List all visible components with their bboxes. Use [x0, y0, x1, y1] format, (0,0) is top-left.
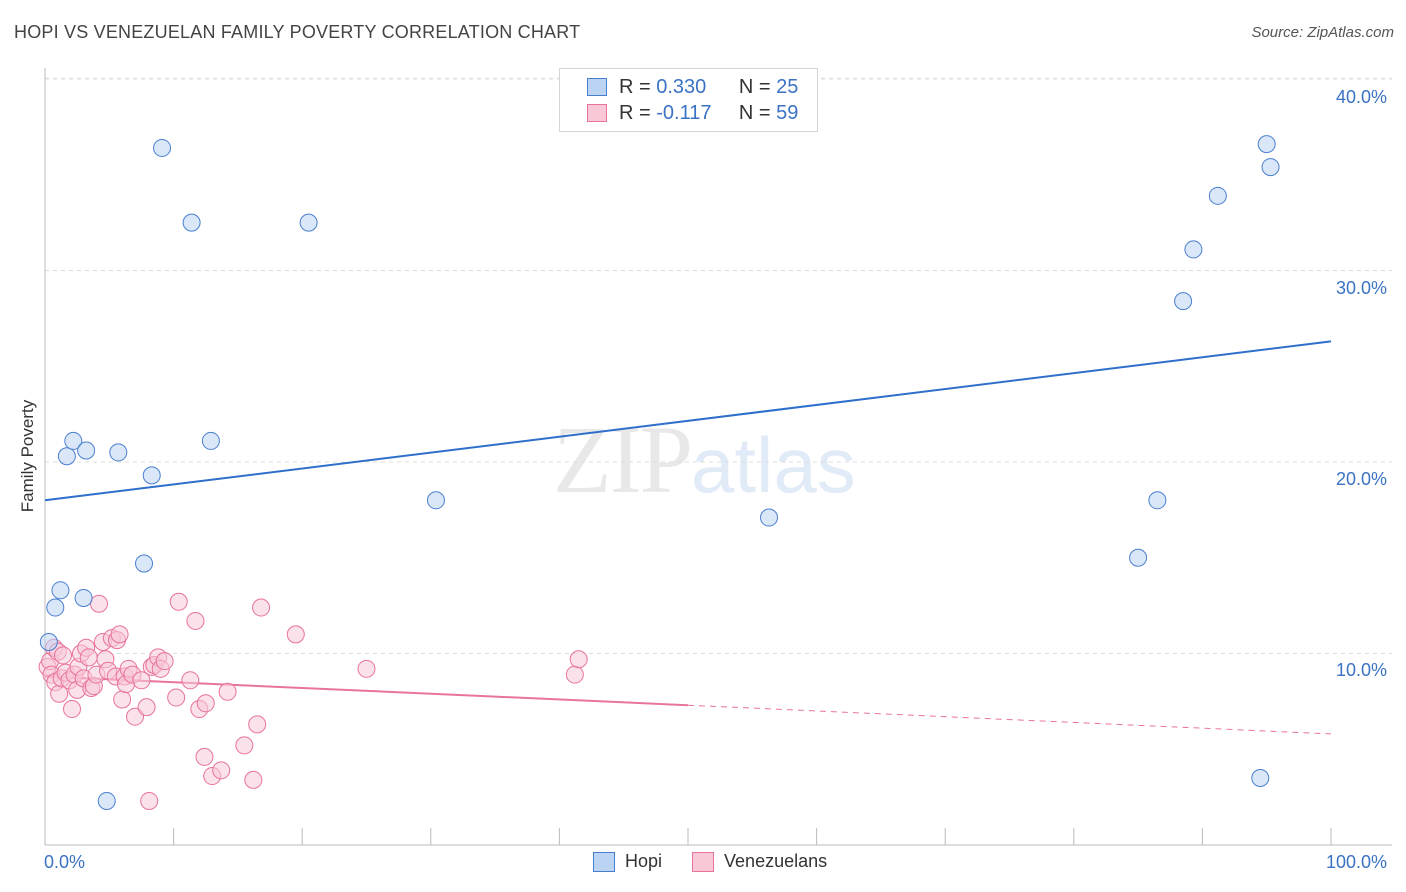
y-tick-label-40: 40.0% [1336, 87, 1388, 107]
venezuelans-swatch [587, 104, 607, 122]
venezuelans-point-49 [196, 694, 215, 713]
legend-item-hopi[interactable]: Hopi [593, 851, 662, 872]
x-tick-label-min: 0.0% [44, 852, 86, 872]
venezuelans-point-59 [357, 659, 376, 678]
venezuelans-point-58 [286, 625, 305, 644]
legend-hopi-swatch [593, 851, 615, 872]
hopi-point-1 [46, 598, 65, 617]
hopi-point-4 [64, 431, 83, 450]
venezuelans-n-value: 59 [776, 101, 799, 124]
venezuelans-point-43 [155, 652, 174, 671]
venezuelans-point-30 [113, 690, 132, 709]
venezuelans-point-50 [195, 747, 214, 766]
venezuelans-point-45 [167, 688, 186, 707]
hopi-point-3 [57, 447, 76, 466]
hopi-point-6 [77, 441, 96, 460]
venezuelans-n-label: N = [738, 101, 771, 124]
chart-title: HOPI VS VENEZUELAN FAMILY POVERTY CORREL… [14, 22, 581, 42]
venezuelans-point-29 [110, 625, 129, 644]
stats-legend-row-hopi: R = 0.330 N = 25 [560, 74, 798, 100]
hopi-point-17 [1129, 548, 1148, 567]
chart-source: Source: ZipAtlas.com [1251, 24, 1394, 41]
venezuelans-point-22 [90, 594, 109, 613]
venezuelans-point-35 [126, 707, 145, 726]
hopi-point-15 [426, 491, 445, 510]
hopi-point-21 [1208, 186, 1227, 205]
venezuelans-point-37 [137, 698, 156, 717]
x-tick-label-max: 100.0% [1326, 852, 1388, 872]
venezuelans-trend-line [44, 675, 689, 707]
venezuelans-point-47 [186, 611, 205, 630]
venezuelans-point-53 [218, 682, 237, 701]
stats-legend-row-venezuelans: R = -0.117 N = 59 [560, 100, 798, 126]
hopi-point-2 [51, 581, 70, 600]
legend-venezuelans-label: Venezuelans [724, 851, 828, 871]
y-tick-label-10: 10.0% [1336, 660, 1388, 680]
hopi-r-label: R = [619, 75, 651, 98]
venezuelans-point-57 [252, 598, 271, 617]
y-tick-label-30: 30.0% [1336, 278, 1388, 298]
venezuelans-point-56 [248, 715, 267, 734]
hopi-point-13 [201, 431, 220, 450]
venezuelans-point-11 [63, 700, 82, 719]
venezuelans-point-36 [132, 671, 151, 690]
stats-legend: R = 0.330 N = 25 R = -0.117 N = 59 [559, 68, 818, 132]
hopi-point-19 [1174, 292, 1193, 311]
y-tick-label-20: 20.0% [1336, 469, 1388, 489]
hopi-point-10 [142, 466, 161, 485]
hopi-swatch [587, 78, 607, 96]
hopi-point-8 [109, 443, 128, 462]
hopi-trend-line [44, 340, 1332, 502]
legend-venezuelans-swatch [692, 851, 715, 872]
hopi-n-value: 25 [776, 75, 799, 98]
hopi-point-9 [135, 554, 154, 573]
venezuelans-point-55 [244, 770, 263, 789]
venezuelans-point-38 [140, 791, 159, 810]
venezuelans-point-54 [235, 736, 254, 755]
hopi-point-0 [39, 633, 58, 652]
legend-item-venezuelans[interactable]: Venezuelans [692, 851, 827, 872]
hopi-point-11 [153, 138, 172, 157]
venezuelans-point-46 [181, 671, 200, 690]
venezuelans-point-60 [565, 665, 584, 684]
venezuelans-point-44 [169, 592, 188, 611]
hopi-point-24 [1261, 158, 1280, 177]
hopi-point-14 [299, 213, 318, 232]
watermark-atlas: atlas [691, 421, 856, 509]
venezuelans-trend-extension [687, 704, 1332, 735]
venezuelans-point-8 [54, 646, 73, 665]
hopi-point-20 [1184, 240, 1203, 259]
hopi-point-22 [1251, 768, 1270, 787]
hopi-point-12 [182, 213, 201, 232]
hopi-point-7 [97, 791, 116, 810]
venezuelans-point-18 [79, 648, 98, 667]
legend-hopi-label: Hopi [625, 851, 663, 871]
hopi-point-23 [1257, 135, 1276, 154]
hopi-r-value: 0.330 [656, 75, 707, 98]
hopi-point-16 [760, 508, 779, 527]
venezuelans-point-61 [569, 650, 588, 669]
venezuelans-r-value: -0.117 [656, 101, 712, 124]
hopi-point-5 [74, 588, 93, 607]
series-legend: Hopi Venezuelans [593, 851, 857, 872]
venezuelans-point-52 [212, 761, 231, 780]
venezuelans-r-label: R = [619, 101, 651, 124]
hopi-point-18 [1148, 491, 1167, 510]
hopi-n-label: N = [738, 75, 771, 98]
